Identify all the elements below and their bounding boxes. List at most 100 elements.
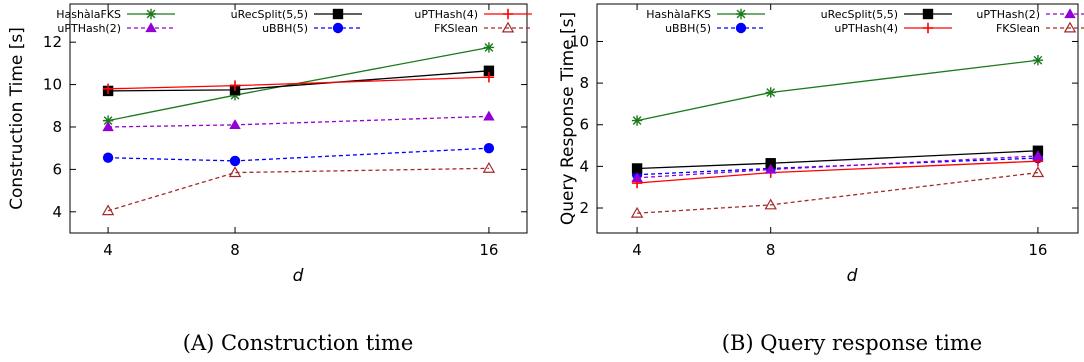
data-point — [765, 87, 776, 98]
series-line — [637, 155, 1038, 179]
series-hash-lafks — [102, 42, 495, 126]
legend-swatch-marker — [145, 22, 157, 33]
legend-label: HashàlaFKS — [56, 8, 121, 21]
data-point — [101, 204, 115, 216]
y-tick-label: 6 — [579, 116, 589, 134]
x-tick-label: 16 — [1028, 241, 1047, 259]
legend-swatch-marker — [145, 8, 157, 20]
legend-swatch-marker — [922, 22, 934, 34]
legend-swatch-marker — [922, 8, 934, 20]
series-line — [637, 150, 1038, 170]
y-tick-label: 4 — [579, 157, 589, 175]
series-upthash-2 — [631, 150, 1044, 182]
y-tick-label: 10 — [570, 32, 589, 50]
series-fkslean — [101, 161, 496, 216]
data-point — [483, 142, 495, 154]
y-tick-label: 8 — [52, 118, 62, 136]
data-point — [1032, 150, 1044, 161]
series-line — [108, 76, 489, 90]
y-axis: 4 6 8 10 12 — [43, 33, 527, 221]
x-tick-label: 8 — [766, 241, 776, 259]
x-tick-label: 16 — [479, 241, 498, 259]
legend-swatch-marker — [735, 8, 747, 20]
series-upthash-4 — [102, 71, 495, 95]
y-tick-label: 10 — [43, 76, 62, 94]
data-point — [482, 161, 496, 173]
legend-label: uRecSplit(5,5) — [821, 8, 898, 21]
caption-a: (A) Construction time — [183, 331, 414, 355]
data-point — [1031, 166, 1045, 178]
legend-swatch-marker — [735, 22, 747, 34]
y-tick-label: 8 — [579, 74, 589, 92]
series-hash-lafks — [631, 55, 1044, 126]
data-point — [1032, 55, 1044, 66]
legend-item-hash-lafks: HashàlaFKS — [646, 8, 765, 21]
x-tick-label: 8 — [230, 241, 240, 259]
legend-label: uPTHash(4) — [834, 22, 898, 35]
data-point — [630, 206, 644, 218]
series-fkslean — [630, 166, 1045, 218]
series-urecsplit-5-5 — [102, 65, 495, 97]
data-point — [765, 158, 776, 169]
legend-label: uPTHash(4) — [414, 8, 478, 21]
series-layer — [630, 55, 1045, 218]
legend-label: uPTHash(2) — [57, 22, 121, 35]
data-point — [631, 115, 643, 126]
data-point — [483, 42, 495, 53]
x-axis-label: d — [293, 266, 304, 286]
legend-item-urecsplit-5-5: uRecSplit(5,5) — [821, 8, 952, 21]
y-axis-label: Query Response Time [s] — [558, 12, 578, 225]
x-tick-label: 4 — [632, 241, 642, 259]
legend-item-fkslean: FKSlean — [996, 21, 1084, 35]
series-layer — [101, 42, 496, 216]
y-axis-label: Construction Time [s] — [7, 27, 27, 210]
y-tick-label: 12 — [43, 33, 62, 51]
legend-swatch-marker — [501, 21, 515, 33]
data-point — [102, 152, 114, 163]
legend-label: FKSlean — [434, 22, 478, 35]
data-point — [228, 166, 242, 178]
series-line — [108, 115, 489, 128]
data-point — [229, 80, 241, 91]
legend-item-fkslean: FKSlean — [434, 21, 532, 35]
y-tick-label: 2 — [579, 199, 589, 217]
series-upthash-2 — [102, 110, 495, 132]
legend-swatch-marker — [332, 8, 344, 20]
legend-item-hash-lafks: HashàlaFKS — [56, 8, 175, 21]
series-line — [108, 147, 489, 162]
data-point — [631, 163, 643, 174]
data-point — [102, 121, 114, 132]
y-tick-label: 4 — [52, 203, 62, 221]
legend-swatch-marker — [502, 8, 514, 20]
data-point — [483, 65, 495, 76]
data-point — [764, 198, 777, 210]
legend-swatch-marker — [1064, 8, 1076, 19]
data-point — [102, 115, 114, 126]
legend-item-urecsplit-5-5: uRecSplit(5,5) — [231, 8, 362, 21]
data-point — [483, 110, 495, 121]
legend-item-upthash-4: uPTHash(4) — [834, 22, 952, 35]
legend-item-ubbh-5: uBBH(5) — [665, 22, 765, 35]
legend-item-upthash-4: uPTHash(4) — [414, 8, 532, 21]
legend-label: uPTHash(2) — [976, 8, 1040, 21]
legend-label: uBBH(5) — [665, 22, 711, 35]
data-point — [229, 89, 241, 101]
series-line — [107, 167, 489, 212]
legend-swatch-marker — [1063, 21, 1077, 33]
x-axis: 4 8 16 — [103, 4, 498, 259]
series-ubbh-5 — [102, 142, 495, 167]
legend-item-upthash-2: uPTHash(2) — [976, 8, 1084, 21]
series-line — [637, 160, 1038, 184]
data-point — [483, 71, 495, 83]
series-line — [636, 59, 1038, 122]
x-tick-label: 4 — [103, 241, 113, 259]
x-axis-label: d — [847, 266, 858, 286]
legend-swatch-marker — [332, 22, 344, 34]
data-point — [764, 163, 777, 174]
x-axis: 4 8 16 — [632, 4, 1047, 259]
